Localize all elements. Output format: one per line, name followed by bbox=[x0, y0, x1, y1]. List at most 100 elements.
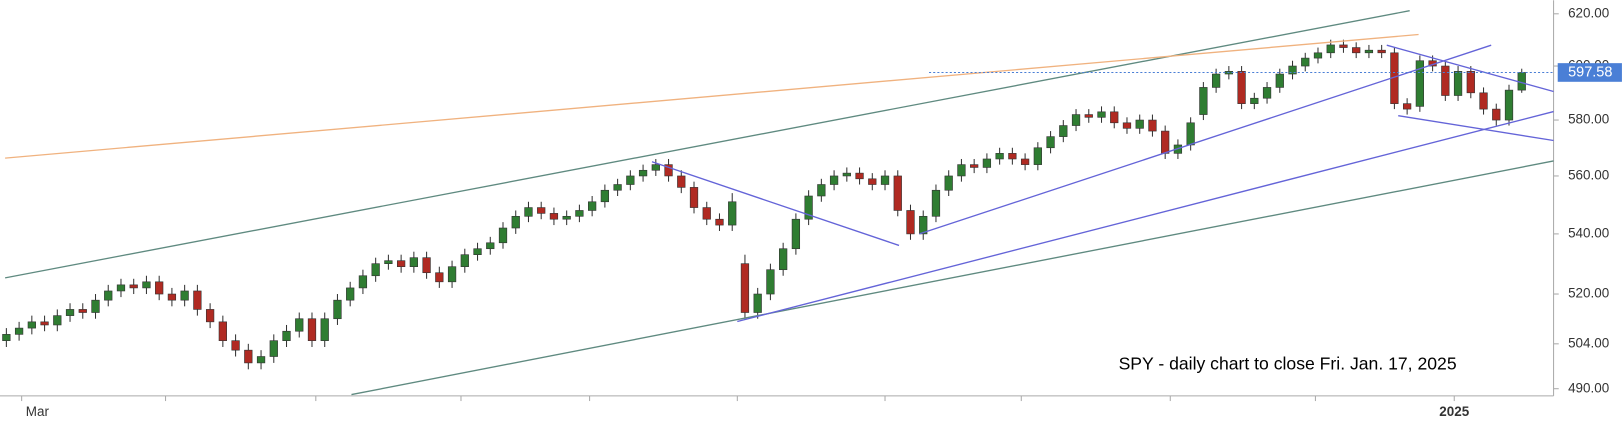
candle-body bbox=[919, 215, 928, 235]
candle-body bbox=[524, 207, 533, 217]
candle-body bbox=[358, 275, 368, 289]
candle-body bbox=[435, 272, 444, 283]
candle-body bbox=[1135, 119, 1144, 129]
candle-body bbox=[155, 281, 164, 295]
candle-body bbox=[129, 284, 138, 289]
candle-body bbox=[1377, 49, 1386, 54]
y-tick-label: 490.00 bbox=[1568, 380, 1609, 395]
candle-body bbox=[1059, 125, 1068, 137]
candle-body bbox=[231, 340, 240, 351]
candle-body bbox=[1504, 89, 1514, 121]
candle-body bbox=[498, 227, 508, 244]
candle-body bbox=[409, 257, 418, 268]
candle-body bbox=[995, 153, 1004, 160]
candle-body bbox=[1186, 122, 1195, 146]
candle-body bbox=[651, 164, 660, 171]
candle-body bbox=[562, 215, 571, 220]
y-tick-label: 620.00 bbox=[1568, 5, 1609, 20]
candle-body bbox=[396, 260, 406, 268]
candle-body bbox=[689, 187, 699, 208]
candle-body bbox=[638, 169, 648, 177]
candle-body bbox=[320, 318, 329, 341]
candle-body bbox=[1466, 71, 1475, 94]
candle-body bbox=[957, 164, 966, 177]
candle-body bbox=[333, 299, 342, 320]
trend-line bbox=[919, 44, 1492, 235]
candle-body bbox=[1020, 158, 1030, 165]
candle-body bbox=[1199, 87, 1208, 115]
candle-body bbox=[677, 175, 686, 188]
candle-body bbox=[78, 309, 87, 313]
candle-body bbox=[600, 189, 610, 203]
candle-body bbox=[588, 201, 597, 211]
candle-body bbox=[855, 172, 864, 180]
candle-body bbox=[804, 195, 813, 220]
candle-body bbox=[295, 318, 304, 332]
trend-line bbox=[5, 33, 1419, 159]
candle-body bbox=[931, 189, 941, 217]
candle-body bbox=[2, 334, 11, 341]
candle-body bbox=[1326, 44, 1335, 54]
candle-body bbox=[1084, 114, 1093, 118]
candle-body bbox=[1479, 92, 1488, 110]
candle-body bbox=[982, 158, 992, 168]
candle-body bbox=[422, 257, 431, 274]
trend-line bbox=[1386, 44, 1554, 93]
candle-body bbox=[282, 330, 291, 341]
y-tick-label: 540.00 bbox=[1568, 225, 1609, 240]
candle-body bbox=[91, 299, 100, 313]
candle-body bbox=[549, 213, 559, 220]
x-tick-label: Mar bbox=[26, 404, 50, 419]
y-tick-label: 504.00 bbox=[1568, 335, 1609, 350]
candle-body bbox=[1110, 111, 1119, 124]
candle-body bbox=[842, 172, 851, 177]
candle-body bbox=[715, 218, 724, 226]
candle-body bbox=[766, 269, 775, 295]
candle-body bbox=[1148, 119, 1157, 132]
candle-body bbox=[1122, 122, 1132, 129]
candle-body bbox=[244, 349, 253, 364]
candle-body bbox=[575, 210, 584, 217]
candle-body bbox=[664, 164, 673, 177]
trend-line bbox=[4, 10, 1410, 279]
candle-body bbox=[307, 318, 317, 341]
candle-body bbox=[1250, 97, 1259, 104]
candle-body bbox=[1441, 65, 1450, 96]
candle-body bbox=[1339, 44, 1348, 48]
candle-body bbox=[53, 315, 62, 326]
candle-body bbox=[256, 356, 266, 364]
candle-body bbox=[269, 340, 278, 357]
last-price-label: 597.58 bbox=[1568, 64, 1612, 80]
candle-body bbox=[1211, 73, 1221, 88]
y-tick-label: 560.00 bbox=[1568, 168, 1609, 183]
candle-body bbox=[970, 164, 979, 168]
candle-body bbox=[460, 254, 469, 268]
candle-body bbox=[728, 201, 737, 226]
x-tick-label: 2025 bbox=[1439, 404, 1469, 419]
candle-body bbox=[868, 178, 877, 185]
candle-body bbox=[740, 263, 750, 313]
candle-body bbox=[27, 321, 36, 329]
candle-body bbox=[1313, 52, 1323, 59]
candle-body bbox=[142, 281, 151, 289]
candle-body bbox=[346, 287, 355, 301]
candle-body bbox=[1097, 111, 1106, 118]
candle-body bbox=[193, 290, 202, 310]
y-tick-label: 520.00 bbox=[1568, 286, 1609, 301]
candle-body bbox=[1301, 57, 1310, 67]
candle-body bbox=[893, 175, 902, 211]
candle-body bbox=[1402, 103, 1412, 110]
candle-body bbox=[626, 175, 635, 185]
candle-body bbox=[1262, 87, 1272, 99]
candle-body bbox=[1033, 147, 1042, 165]
candle-body bbox=[1161, 130, 1170, 154]
candle-body bbox=[486, 242, 495, 250]
candle-body bbox=[116, 284, 126, 292]
trend-line bbox=[351, 160, 1554, 396]
last-price-box bbox=[1557, 63, 1622, 82]
candle-body bbox=[218, 321, 227, 341]
candle-body bbox=[40, 321, 49, 326]
candle-body bbox=[14, 327, 24, 335]
candle-body bbox=[880, 175, 890, 185]
